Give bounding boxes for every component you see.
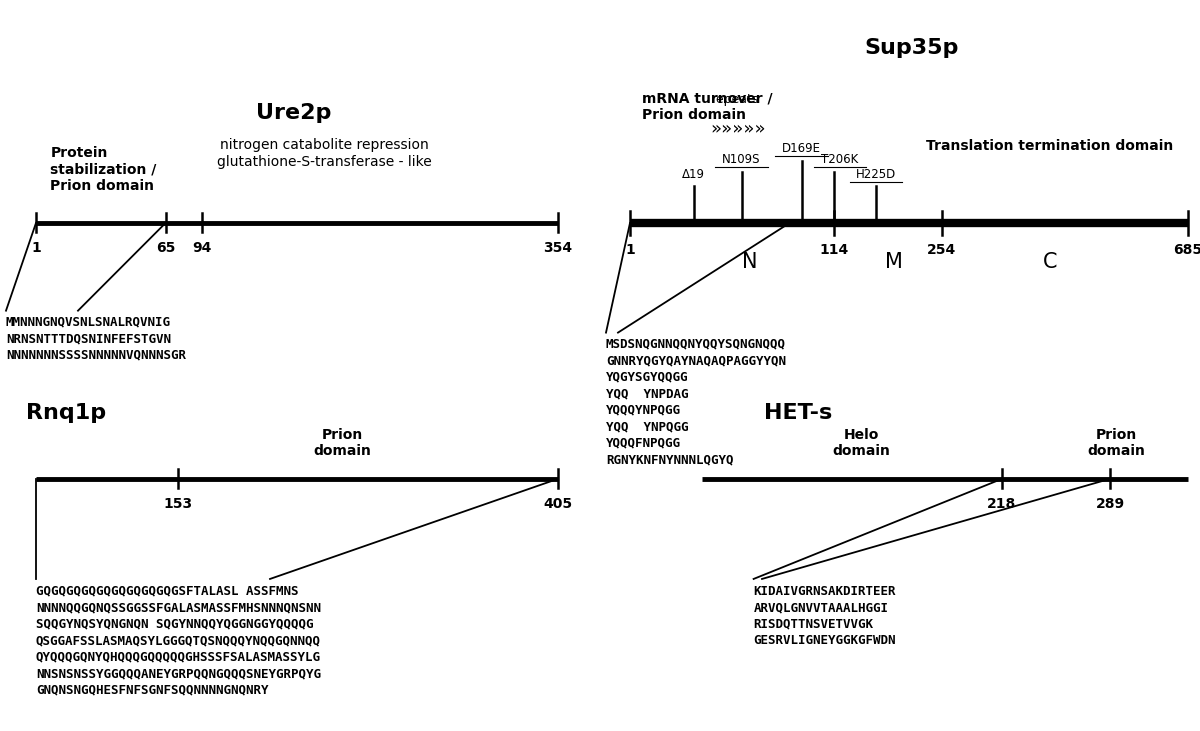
Text: Rnq1p: Rnq1p <box>26 403 106 423</box>
Text: 65: 65 <box>156 241 175 255</box>
Text: Translation termination domain: Translation termination domain <box>926 139 1174 154</box>
Text: nitrogen catabolite repression
glutathione-S-transferase - like: nitrogen catabolite repression glutathio… <box>217 138 431 169</box>
Text: N109S: N109S <box>722 153 761 166</box>
Text: Helo
domain: Helo domain <box>833 428 890 458</box>
Text: 1: 1 <box>31 241 41 255</box>
Text: 1: 1 <box>625 243 635 257</box>
Text: D169E: D169E <box>782 142 821 155</box>
Text: Δ19: Δ19 <box>682 167 706 181</box>
Text: C: C <box>1043 252 1057 272</box>
Text: 405: 405 <box>544 497 572 511</box>
Text: »»»»»: »»»»» <box>710 120 766 138</box>
Text: 218: 218 <box>988 497 1016 511</box>
Text: T206K: T206K <box>821 153 859 166</box>
Text: 94: 94 <box>192 241 211 255</box>
Text: M: M <box>886 252 902 272</box>
Text: Protein
stabilization /
Prion domain: Protein stabilization / Prion domain <box>50 146 157 192</box>
Text: Prion
domain: Prion domain <box>1087 428 1145 458</box>
Text: mRNA turnover /
Prion domain: mRNA turnover / Prion domain <box>642 91 773 121</box>
Text: repeats: repeats <box>712 93 758 106</box>
Text: KIDAIVGRNSAKDIRTEER
ARVQLGNVVTAAALHGGI
RISDQTTNSVETVVGK
GESRVLIGNEYGGKGFWDN: KIDAIVGRNSAKDIRTEER ARVQLGNVVTAAALHGGI R… <box>754 585 896 647</box>
Text: H225D: H225D <box>856 167 896 181</box>
Text: Sup35p: Sup35p <box>865 37 959 58</box>
Text: 354: 354 <box>544 241 572 255</box>
Text: 685: 685 <box>1174 243 1200 257</box>
Text: HET-s: HET-s <box>764 403 832 423</box>
Text: 254: 254 <box>928 243 956 257</box>
Text: MMNNNGNQVSNLSNALRQVNIG
NRNSNTTTDQSNINFEFSTGVN
NNNNNNNSSSSNNNNNVQNNNSGR: MMNNNGNQVSNLSNALRQVNIG NRNSNTTTDQSNINFEF… <box>6 316 186 362</box>
Text: GQGQGQGQGQGQGQGQGQGSFTALASL ASSFMNS
NNNNQQGQNQSSGGSSFGALASMASSFMHSNNNQNSNN
SQQGY: GQGQGQGQGQGQGQGQGQGSFTALASL ASSFMNS NNNN… <box>36 585 322 697</box>
Text: 289: 289 <box>1096 497 1124 511</box>
Text: 114: 114 <box>820 243 848 257</box>
Text: Prion
domain: Prion domain <box>313 428 371 458</box>
Text: 153: 153 <box>163 497 192 511</box>
Text: N: N <box>743 252 757 272</box>
Text: Ure2p: Ure2p <box>257 103 331 124</box>
Text: MSDSNQGNNQQNYQQYSQNGNQQQ
GNNRYQGYQAYNAQAQPAGGYYQN
YQGYSGYQQGG
YQQ  YNPDAG
YQQQYN: MSDSNQGNNQQNYQQYSQNGNQQQ GNNRYQGYQAYNAQA… <box>606 338 786 466</box>
